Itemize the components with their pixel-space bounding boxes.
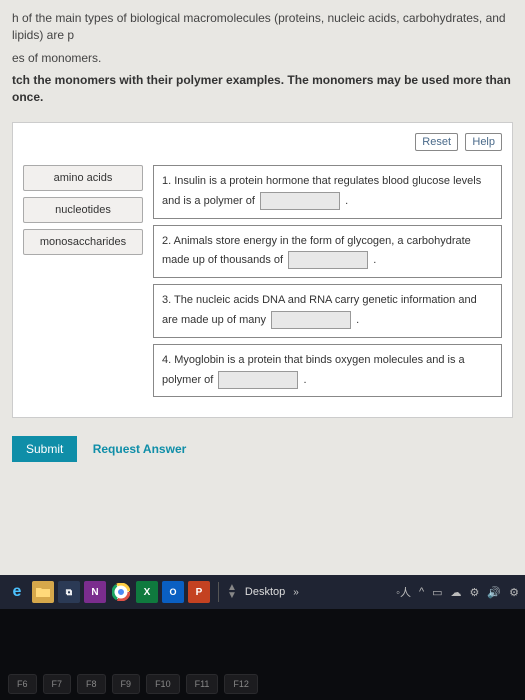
key-f8: F8	[77, 674, 106, 694]
chevron-icon[interactable]: »	[293, 587, 299, 598]
panel-buttons: Reset Help	[23, 133, 502, 151]
submit-button[interactable]: Submit	[12, 436, 77, 462]
key-f6: F6	[8, 674, 37, 694]
wifi-icon[interactable]: ⚙	[470, 586, 480, 599]
dropzone-3[interactable]	[271, 311, 351, 329]
intro-text-2: es of monomers.	[12, 50, 513, 67]
onenote-icon[interactable]: N	[84, 581, 106, 603]
outlook-icon[interactable]: O	[162, 581, 184, 603]
edge-icon[interactable]: e	[6, 581, 28, 603]
dropzone-4[interactable]	[218, 371, 298, 389]
volume-icon[interactable]: 🔊	[487, 586, 501, 599]
instruction-text: tch the monomers with their polymer exam…	[12, 72, 513, 106]
content-area: h of the main types of biological macrom…	[0, 0, 525, 575]
excel-icon[interactable]: X	[136, 581, 158, 603]
question-column: 1. Insulin is a protein hormone that reg…	[153, 165, 502, 403]
people-icon[interactable]: ◦人	[396, 584, 411, 600]
system-tray: ◦人 ^ ▭ ☁ ⚙ 🔊 ⚙	[396, 584, 519, 600]
folder-icon[interactable]	[32, 581, 54, 603]
question-2: 2. Animals store energy in the form of g…	[153, 225, 502, 279]
key-f7: F7	[43, 674, 72, 694]
monomer-nucleotides[interactable]: nucleotides	[23, 197, 143, 223]
keyboard-fn-row: F6 F7 F8 F9 F10 F11 F12	[0, 674, 525, 694]
cloud-icon[interactable]: ☁	[451, 586, 462, 599]
key-f11: F11	[186, 674, 219, 694]
action-row: Submit Request Answer	[12, 436, 513, 462]
q1-text-b: is a polymer of	[183, 195, 255, 207]
key-f12: F12	[224, 674, 258, 694]
key-f10: F10	[146, 674, 180, 694]
request-answer-link[interactable]: Request Answer	[93, 442, 187, 456]
battery-icon[interactable]: ▭	[432, 586, 442, 599]
q4-text-a: 4. Myoglobin is a protein that binds oxy…	[162, 354, 465, 366]
powerpoint-icon[interactable]: P	[188, 581, 210, 603]
help-button[interactable]: Help	[465, 133, 502, 151]
taskbar-divider	[218, 582, 219, 602]
q3-text-b: made up of many	[181, 314, 266, 326]
intro-text-1: h of the main types of biological macrom…	[12, 10, 513, 44]
question-3: 3. The nucleic acids DNA and RNA carry g…	[153, 284, 502, 338]
question-4: 4. Myoglobin is a protein that binds oxy…	[153, 344, 502, 398]
dropzone-2[interactable]	[288, 251, 368, 269]
monomer-monosaccharides[interactable]: monosaccharides	[23, 229, 143, 255]
monomer-column: amino acids nucleotides monosaccharides	[23, 165, 143, 403]
key-f9: F9	[112, 674, 141, 694]
workarea: amino acids nucleotides monosaccharides …	[23, 165, 502, 403]
store-icon[interactable]: ⧉	[58, 581, 80, 603]
updown-icon[interactable]: ▲▼	[227, 584, 237, 600]
dropzone-1[interactable]	[260, 192, 340, 210]
question-panel: Reset Help amino acids nucleotides monos…	[12, 122, 513, 418]
monomer-amino-acids[interactable]: amino acids	[23, 165, 143, 191]
reset-button[interactable]: Reset	[415, 133, 458, 151]
taskbar: e ⧉ N X O P ▲▼ Desktop » ◦人 ^ ▭ ☁ ⚙ 🔊 ⚙	[0, 575, 525, 609]
q2-text-b: up of thousands of	[193, 254, 284, 266]
chrome-icon[interactable]	[110, 581, 132, 603]
q4-text-b: polymer of	[162, 374, 213, 386]
tray-chevron-icon[interactable]: ^	[419, 586, 424, 598]
question-1: 1. Insulin is a protein hormone that reg…	[153, 165, 502, 219]
desktop-label[interactable]: Desktop	[245, 586, 285, 598]
settings-icon[interactable]: ⚙	[509, 586, 519, 599]
